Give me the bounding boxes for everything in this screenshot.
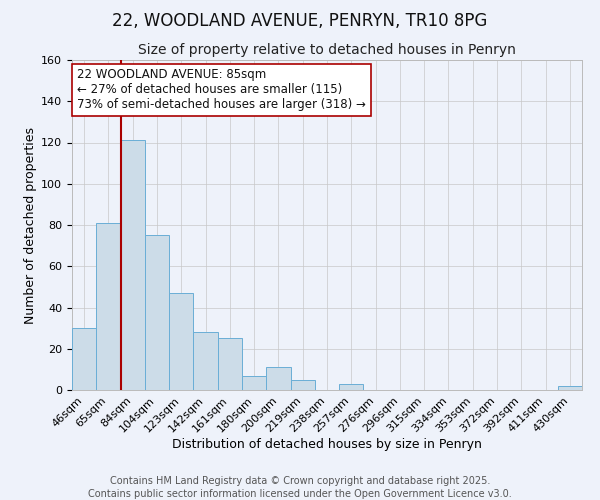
Bar xyxy=(72,328,96,390)
Bar xyxy=(145,236,169,390)
Bar xyxy=(193,332,218,390)
Bar xyxy=(96,223,121,390)
Title: Size of property relative to detached houses in Penryn: Size of property relative to detached ho… xyxy=(138,44,516,58)
Bar xyxy=(558,386,582,390)
Bar xyxy=(218,338,242,390)
Bar xyxy=(266,368,290,390)
Bar xyxy=(339,384,364,390)
Text: 22 WOODLAND AVENUE: 85sqm
← 27% of detached houses are smaller (115)
73% of semi: 22 WOODLAND AVENUE: 85sqm ← 27% of detac… xyxy=(77,68,366,112)
X-axis label: Distribution of detached houses by size in Penryn: Distribution of detached houses by size … xyxy=(172,438,482,451)
Bar xyxy=(242,376,266,390)
Text: 22, WOODLAND AVENUE, PENRYN, TR10 8PG: 22, WOODLAND AVENUE, PENRYN, TR10 8PG xyxy=(112,12,488,30)
Bar xyxy=(169,293,193,390)
Text: Contains HM Land Registry data © Crown copyright and database right 2025.
Contai: Contains HM Land Registry data © Crown c… xyxy=(88,476,512,499)
Bar xyxy=(290,380,315,390)
Bar xyxy=(121,140,145,390)
Y-axis label: Number of detached properties: Number of detached properties xyxy=(24,126,37,324)
